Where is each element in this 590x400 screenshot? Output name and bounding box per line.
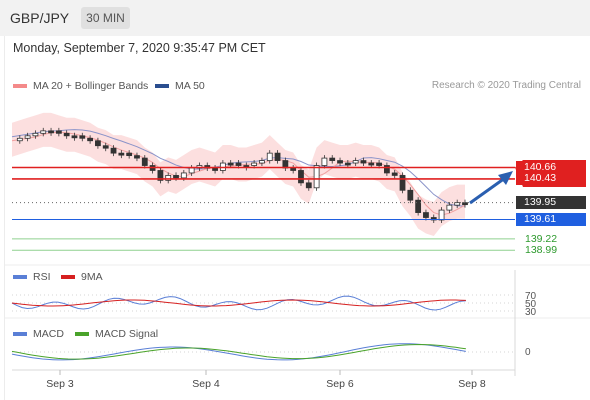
level-tag-140.66: 140.66 <box>516 161 586 174</box>
candle-body <box>415 199 422 213</box>
rsi-swatch <box>13 275 27 279</box>
candle-body <box>165 175 172 181</box>
candle-body <box>462 202 468 206</box>
candle-body <box>438 209 445 221</box>
legend-9ma: 9MA <box>61 271 103 283</box>
candle-body <box>141 157 148 166</box>
candle-body <box>63 132 70 137</box>
rsi-9ma-line <box>11 299 466 307</box>
macd-level-label-0: 0 <box>525 347 531 358</box>
chart-panel <box>4 36 590 400</box>
candle-body <box>305 182 312 189</box>
candle-body <box>376 162 382 166</box>
rsi-level-label-30: 30 <box>525 307 537 318</box>
macd-signal-swatch <box>75 332 89 336</box>
macd-line <box>11 343 466 361</box>
candle-body <box>329 157 336 161</box>
timeframe-button[interactable]: 30 MIN <box>81 7 130 29</box>
candle-body <box>173 175 179 179</box>
candle-body <box>274 152 281 161</box>
credit-text: Research © 2020 Trading Central <box>431 80 581 91</box>
candle-body <box>407 189 414 201</box>
candle-body <box>235 162 242 166</box>
candle-body <box>251 162 258 166</box>
forecast-arrowhead <box>498 171 513 185</box>
candle-body <box>399 175 406 191</box>
candle-body <box>454 202 461 206</box>
candle-body <box>227 162 234 166</box>
legend-rsi-label: RSI <box>33 271 51 283</box>
candle-body <box>134 155 140 159</box>
x-tick-label-0: Sep 3 <box>46 378 74 390</box>
candle-body <box>126 152 133 157</box>
candle-body <box>337 160 343 164</box>
candle-body <box>32 132 39 137</box>
pair-label: GBP/JPY <box>10 10 70 26</box>
legend-ma50-label: MA 50 <box>175 80 205 92</box>
legend-macd-signal-label: MACD Signal <box>95 328 159 340</box>
candle-body <box>118 152 125 156</box>
candle-body <box>157 170 164 181</box>
candle-body <box>383 165 390 174</box>
candle-body <box>48 130 54 134</box>
x-tick-label-1: Sep 4 <box>192 378 220 390</box>
candle-body <box>352 160 359 164</box>
candle-body <box>344 162 351 166</box>
candle-body <box>360 160 367 164</box>
candle-body <box>102 145 109 149</box>
forecast-arrow <box>469 176 506 205</box>
candle-body <box>79 135 86 139</box>
candle-body <box>16 137 23 142</box>
rsi-level-label-70: 70 <box>525 291 537 302</box>
candle-body <box>266 152 273 161</box>
legend-macd-label: MACD <box>33 328 64 340</box>
legend-ma20-label: MA 20 + Bollinger Bands <box>33 80 149 92</box>
ma50-swatch <box>155 84 169 88</box>
candle-body <box>188 167 195 174</box>
9ma-swatch <box>61 275 75 279</box>
level-tag-140.43: 140.43 <box>516 172 586 186</box>
ma20-swatch <box>13 84 27 88</box>
candle-body <box>87 137 94 142</box>
legend-ma50: MA 50 <box>155 80 205 92</box>
candle-body <box>313 165 320 189</box>
candle-body <box>368 162 375 166</box>
candle-body <box>24 135 31 139</box>
rsi-level-label-50: 50 <box>525 299 537 310</box>
candle-body <box>423 212 429 218</box>
legend-ma20: MA 20 + Bollinger Bands <box>13 80 148 92</box>
x-tick-label-2: Sep 6 <box>326 378 354 390</box>
candle-body <box>71 135 78 139</box>
legend-rsi: RSI <box>13 271 51 283</box>
candle-body <box>391 172 398 176</box>
candle-body <box>290 167 297 171</box>
legend-macd-signal: MACD Signal <box>75 328 158 340</box>
legend-macd: MACD <box>13 328 64 340</box>
candle-body <box>446 204 453 211</box>
candle-body <box>95 140 101 147</box>
candle-body <box>110 147 117 154</box>
legend-9ma-label: 9MA <box>81 271 103 283</box>
candle-body <box>298 170 304 184</box>
candle-body <box>55 130 62 134</box>
macd-swatch <box>13 332 27 336</box>
level-tag-138.99: 138.99 <box>525 244 558 257</box>
candle-body <box>212 167 218 171</box>
candle-body <box>321 157 328 166</box>
macd-signal-line <box>11 343 466 360</box>
level-tag-139.95: 139.95 <box>516 196 586 210</box>
level-tag-139.22: 139.22 <box>525 232 558 245</box>
candle-body <box>259 160 265 164</box>
candle-body <box>40 130 47 134</box>
level-tag-139.61: 139.61 <box>516 213 586 226</box>
bollinger-band <box>12 112 465 236</box>
x-tick-label-3: Sep 8 <box>458 378 486 390</box>
rsi-line <box>11 295 466 311</box>
chart-datetime: Monday, September 7, 2020 9:35:47 PM CET <box>13 41 266 55</box>
candle-body <box>180 172 187 179</box>
